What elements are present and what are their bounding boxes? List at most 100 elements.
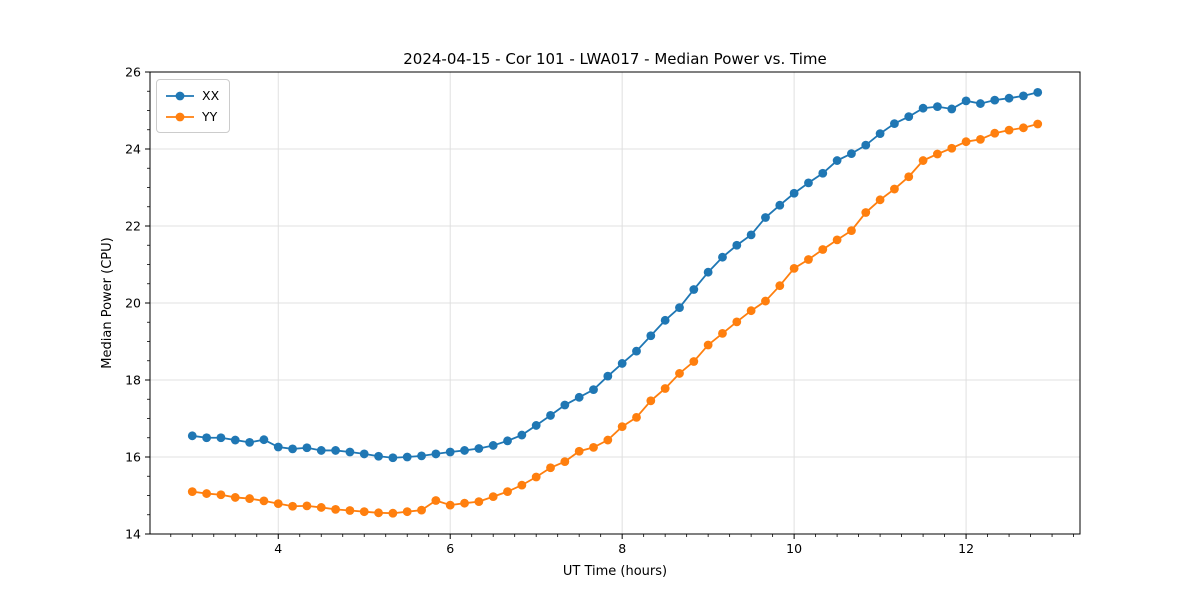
data-point-yy — [445, 500, 455, 510]
data-point-xx — [259, 435, 269, 445]
data-point-xx — [761, 213, 770, 222]
data-point-yy — [732, 317, 742, 327]
y-axis-label: Median Power (CPU) — [100, 237, 115, 369]
data-point-xx — [689, 285, 699, 294]
data-point-yy — [187, 487, 197, 497]
data-point-yy — [1004, 125, 1014, 135]
data-point-xx — [187, 431, 197, 441]
data-point-xx — [345, 447, 355, 457]
data-point-xx — [589, 385, 598, 395]
data-point-yy — [589, 442, 598, 452]
data-point-yy — [503, 487, 512, 497]
data-point-yy — [890, 184, 899, 194]
data-point-yy — [316, 503, 326, 512]
data-point-xx — [316, 446, 326, 455]
data-point-xx — [216, 433, 226, 443]
y-tick-label: 24 — [125, 142, 141, 157]
x-tick-label: 8 — [618, 541, 626, 556]
data-point-xx — [904, 112, 914, 122]
data-point-xx — [746, 230, 756, 240]
data-point-xx — [832, 156, 842, 165]
data-point-yy — [546, 463, 555, 473]
data-point-xx — [288, 444, 297, 454]
data-point-yy — [746, 306, 756, 316]
data-point-xx — [574, 392, 584, 402]
data-point-xx — [675, 303, 684, 313]
y-tick-label: 16 — [125, 450, 141, 465]
series-line-xx — [192, 91, 1038, 459]
data-point-yy — [560, 457, 570, 467]
legend-item: XX — [165, 85, 219, 106]
chart-title: 2024-04-15 - Cor 101 - LWA017 - Median P… — [403, 50, 827, 68]
data-point-xx — [474, 444, 484, 453]
data-point-xx — [302, 443, 312, 453]
data-point-xx — [202, 433, 212, 443]
data-point-yy — [517, 480, 527, 490]
data-point-xx — [933, 102, 942, 112]
data-point-xx — [503, 436, 512, 446]
data-point-yy — [933, 149, 942, 159]
data-point-xx — [402, 452, 412, 462]
data-point-yy — [1033, 119, 1043, 129]
axes-spines — [149, 71, 1081, 535]
data-point-xx — [1019, 91, 1028, 101]
data-point-yy — [947, 143, 957, 153]
data-point-yy — [230, 493, 240, 502]
data-point-yy — [847, 226, 856, 236]
data-point-xx — [460, 446, 469, 455]
x-axis-label: UT Time (hours) — [562, 564, 668, 579]
data-point-xx — [230, 435, 240, 445]
data-point-yy — [976, 134, 985, 144]
legend-line-marker-icon — [166, 91, 194, 100]
y-tick-label: 14 — [125, 527, 141, 542]
data-point-yy — [374, 508, 383, 518]
data-point-xx — [617, 359, 627, 368]
data-point-xx — [531, 421, 541, 430]
data-point-xx — [775, 200, 785, 210]
legend-label: YY — [202, 109, 218, 124]
data-point-xx — [517, 430, 527, 440]
data-point-yy — [460, 498, 469, 508]
data-point-yy — [617, 422, 627, 431]
y-tick-label: 22 — [125, 219, 141, 234]
data-point-yy — [202, 489, 212, 498]
data-point-yy — [474, 497, 484, 507]
data-point-yy — [345, 506, 355, 515]
data-point-yy — [574, 446, 584, 456]
data-point-yy — [804, 255, 813, 264]
x-tick-label: 4 — [274, 541, 282, 556]
legend-item: YY — [165, 106, 219, 127]
data-point-xx — [961, 96, 971, 106]
data-point-xx — [660, 315, 670, 325]
data-point-xx — [847, 149, 856, 159]
data-point-yy — [259, 496, 269, 506]
data-point-xx — [388, 453, 398, 463]
data-point-xx — [875, 129, 885, 139]
data-point-xx — [331, 446, 340, 455]
data-point-yy — [689, 357, 699, 366]
data-point-xx — [804, 178, 813, 188]
data-point-yy — [417, 505, 426, 515]
data-point-xx — [431, 449, 441, 459]
data-point-yy — [775, 281, 785, 291]
y-tick-label: 26 — [125, 65, 141, 80]
data-point-yy — [632, 412, 641, 422]
data-point-xx — [718, 252, 727, 262]
data-point-xx — [273, 442, 283, 452]
y-tick-label: 18 — [125, 373, 141, 388]
x-tick-label: 10 — [786, 541, 802, 556]
data-point-xx — [560, 400, 570, 410]
data-point-yy — [718, 329, 727, 338]
data-point-yy — [402, 507, 412, 517]
data-point-yy — [388, 508, 398, 518]
data-point-xx — [861, 140, 871, 150]
data-point-yy — [359, 507, 369, 517]
data-point-xx — [359, 449, 369, 459]
legend: XX YY — [156, 79, 231, 133]
data-point-yy — [646, 396, 656, 406]
legend-label: XX — [202, 88, 220, 103]
data-point-yy — [861, 208, 871, 217]
data-point-xx — [990, 95, 1000, 105]
